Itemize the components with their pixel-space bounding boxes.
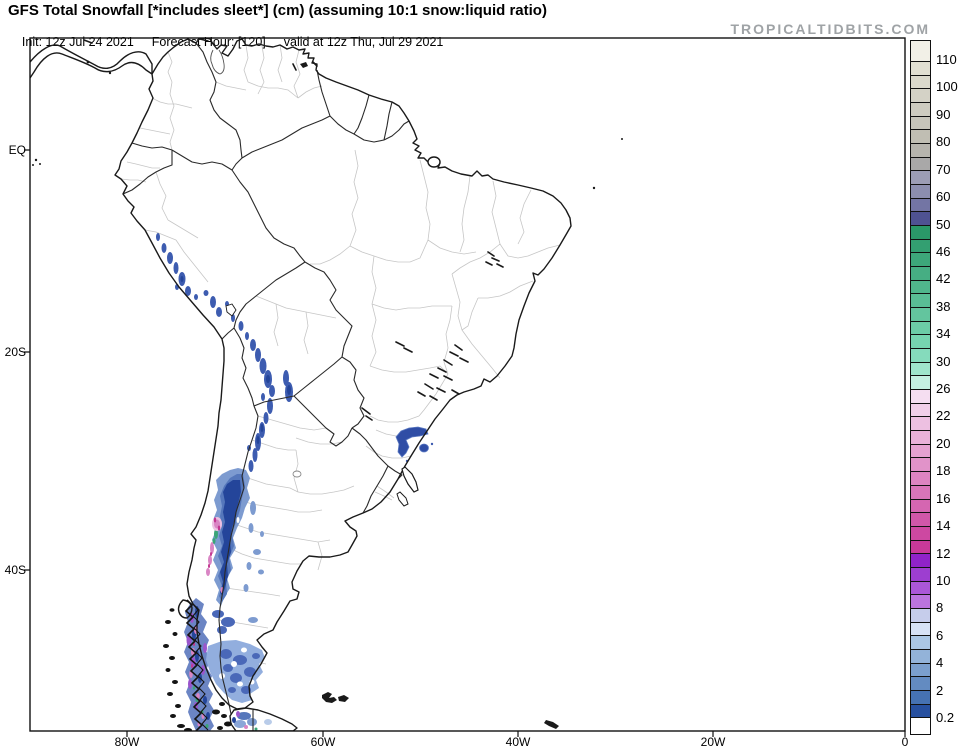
colorbar-cell: [911, 636, 930, 650]
colorbar-cell: [911, 185, 930, 199]
colorbar-cell: [911, 444, 930, 459]
colorbar-cell: [911, 62, 930, 76]
country-borders: [122, 42, 410, 731]
lat-label-20S: 20S: [4, 345, 26, 359]
colorbar-cell: [911, 335, 930, 350]
colorbar-cell: [911, 663, 930, 678]
colorbar-cell: [911, 649, 930, 664]
colorbar-tick-8: 8: [936, 600, 944, 616]
colorbar-cell: [911, 704, 930, 719]
colorbar-tick-10: 10: [936, 572, 951, 588]
colorbar-tick-110: 110: [936, 52, 957, 67]
colorbar-cell: [911, 362, 930, 377]
colorbar-cell: [911, 554, 930, 568]
colorbar-cell-top: [911, 41, 930, 62]
islands-and-lakes: [32, 49, 623, 729]
lon-label-40W: 40W: [505, 735, 531, 749]
colorbar: [910, 40, 931, 735]
colorbar-tick-22: 22: [936, 408, 951, 424]
snow-brazil-patch: [395, 426, 434, 463]
terrain-marks: [83, 38, 504, 421]
colorbar-tick-30: 30: [936, 353, 951, 369]
axis-ticks: [24, 149, 906, 737]
colorbar-cell: [911, 103, 930, 117]
colorbar-cell: [911, 198, 930, 213]
colorbar-cell: [911, 690, 930, 705]
colorbar-tick-70: 70: [936, 161, 951, 177]
colorbar-cell: [911, 212, 930, 227]
colorbar-cell: [911, 526, 930, 541]
colorbar-tick-38: 38: [936, 298, 951, 314]
colorbar-cell: [911, 567, 930, 582]
page-title: GFS Total Snowfall [*includes sleet*] (c…: [8, 2, 547, 19]
colorbar-cell: [911, 157, 930, 172]
fjord-coast: [163, 599, 232, 731]
colorbar-tick-14: 14: [936, 518, 951, 534]
colorbar-cell: [911, 253, 930, 268]
colorbar-cell-bottom: [911, 718, 930, 735]
colorbar-cell: [911, 403, 930, 418]
colorbar-cell: [911, 540, 930, 555]
colorbar-tick-26: 26: [936, 381, 951, 397]
colorbar-cell: [911, 677, 930, 691]
lon-label-80W: 80W: [114, 735, 140, 749]
colorbar-cell: [911, 130, 930, 145]
colorbar-tick-16: 16: [936, 490, 951, 506]
colorbar-cell: [911, 581, 930, 596]
colorbar-tick-20: 20: [936, 435, 951, 451]
colorbar-cell: [911, 89, 930, 104]
colorbar-tick-42: 42: [936, 271, 951, 287]
admin-borders: [120, 44, 561, 665]
lat-label-40S: 40S: [4, 563, 26, 577]
colorbar-tick-12: 12: [936, 545, 951, 561]
colorbar-cell: [911, 390, 930, 404]
colorbar-cell: [911, 280, 930, 295]
colorbar-cell: [911, 226, 930, 240]
site-credit: TROPICALTIDBITS.COM: [730, 21, 930, 37]
colorbar-cell: [911, 267, 930, 281]
colorbar-cell: [911, 321, 930, 336]
colorbar-cell: [911, 294, 930, 309]
map-frame: [29, 37, 906, 732]
colorbar-tick-50: 50: [936, 216, 951, 232]
colorbar-cell: [911, 458, 930, 473]
lon-label-0: 0: [901, 735, 909, 749]
colorbar-cell: [911, 499, 930, 514]
colorbar-cell: [911, 608, 930, 623]
colorbar-tick-0.2: 0.2: [936, 710, 955, 726]
colorbar-cell: [911, 472, 930, 486]
colorbar-cell: [911, 144, 930, 158]
colorbar-cell: [911, 376, 930, 391]
colorbar-cell: [911, 595, 930, 609]
colorbar-tick-6: 6: [936, 627, 944, 643]
colorbar-cell: [911, 622, 930, 637]
colorbar-tick-80: 80: [936, 134, 951, 150]
colorbar-tick-34: 34: [936, 326, 951, 342]
lon-label-60W: 60W: [310, 735, 336, 749]
lon-label-20W: 20W: [700, 735, 726, 749]
colorbar-tick-18: 18: [936, 463, 951, 479]
colorbar-cell: [911, 171, 930, 186]
colorbar-cell: [911, 116, 930, 131]
colorbar-cell: [911, 513, 930, 527]
colorbar-cell: [911, 417, 930, 432]
colorbar-cell: [911, 75, 930, 90]
colorbar-tick-60: 60: [936, 189, 951, 205]
coastline: [30, 38, 572, 731]
colorbar-tick-100: 100: [936, 79, 958, 95]
colorbar-tick-46: 46: [936, 243, 951, 259]
colorbar-tick-2: 2: [936, 682, 944, 698]
colorbar-tick-90: 90: [936, 106, 951, 122]
colorbar-tick-4: 4: [936, 655, 944, 671]
colorbar-cell: [911, 349, 930, 363]
colorbar-cell: [911, 431, 930, 445]
lat-label-EQ: EQ: [8, 143, 26, 157]
colorbar-cell: [911, 239, 930, 254]
colorbar-cell: [911, 485, 930, 500]
colorbar-cell: [911, 308, 930, 322]
